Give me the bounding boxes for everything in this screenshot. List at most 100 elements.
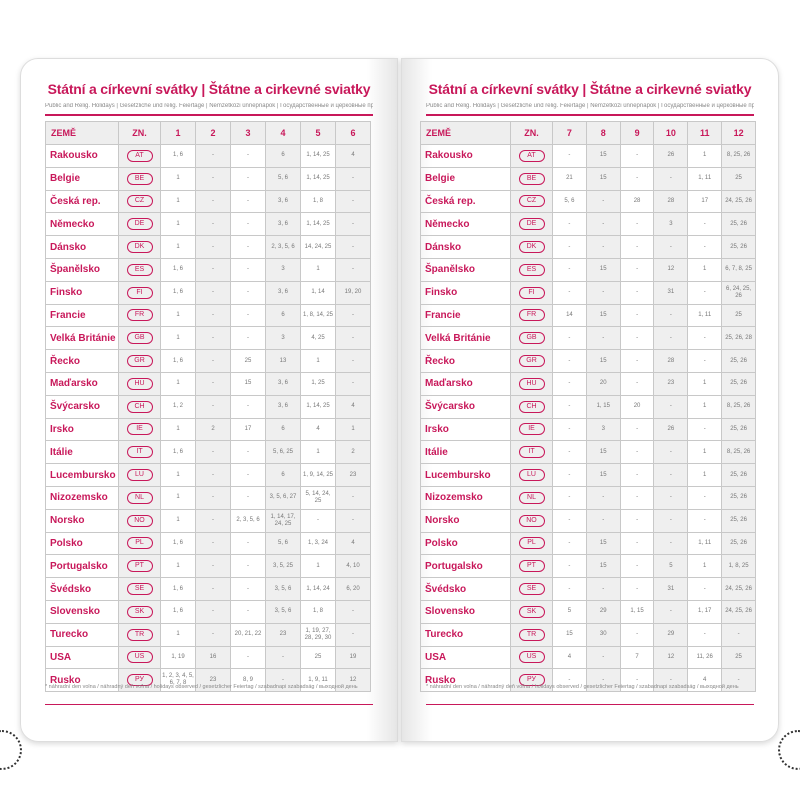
table-row: Norsko NO - - - - -25, 26	[420, 508, 756, 533]
country-name: Rusko	[45, 668, 119, 693]
table-row: Irsko IE -3-26-25, 26	[420, 417, 756, 442]
holiday-cell: -	[585, 212, 621, 237]
holiday-cell: 12	[335, 668, 371, 693]
holiday-cell: 16	[195, 645, 231, 670]
month-header: 9	[619, 121, 655, 145]
country-code-badge: РУ	[518, 674, 545, 687]
holiday-cell: 1	[687, 554, 723, 579]
holiday-cell: 1, 25	[300, 371, 336, 396]
country-code-badge: DE	[126, 218, 153, 231]
country-code-badge: РУ	[126, 674, 153, 687]
code-cell: SK	[510, 599, 553, 624]
holiday-cell: -	[230, 189, 266, 214]
table-row: Rusko РУ - - - -4-	[420, 668, 756, 693]
country-code-badge: TR	[518, 628, 545, 641]
country-code-badge: LU	[126, 469, 153, 482]
table-row: Rakousko AT 1, 6- -6 1, 14, 25 4	[45, 144, 371, 168]
holiday-cell: -	[552, 531, 587, 556]
country-name: Irsko	[45, 417, 119, 442]
code-cell: NO	[118, 508, 161, 533]
country-name: Německo	[45, 212, 119, 237]
country-name: Německo	[420, 212, 511, 237]
holiday-cell: -	[335, 349, 371, 373]
holiday-cell: -	[653, 508, 689, 533]
holiday-cell: -	[195, 622, 231, 647]
holiday-cell: 25	[721, 645, 756, 670]
code-cell: ES	[510, 257, 553, 282]
holiday-cell: -	[619, 485, 655, 510]
code-cell: HU	[510, 371, 553, 396]
holiday-cell: 6	[265, 303, 301, 328]
holiday-cell: -	[230, 599, 266, 624]
code-cell: DK	[118, 235, 161, 259]
holiday-cell: -	[230, 645, 266, 670]
holiday-cell: -	[619, 463, 655, 487]
holiday-cell: -	[619, 280, 655, 305]
holiday-cell: 19, 20	[335, 280, 371, 305]
table-row: Finsko FI 1, 6- -3, 6 1, 14 19, 20	[45, 280, 371, 305]
holiday-cell: -	[335, 257, 371, 282]
country-name: USA	[420, 645, 511, 670]
holiday-cell: 20	[585, 371, 621, 396]
code-cell: IE	[118, 417, 161, 442]
holiday-cell: 3	[265, 257, 301, 282]
right-page: Státní a církevní svátky | Štátne a cirk…	[401, 58, 779, 742]
table-row: Česká rep. CZ 1- -3, 6 1, 8-	[45, 189, 371, 214]
country-code-badge: NO	[518, 514, 545, 527]
holiday-cell: 12	[653, 257, 689, 282]
holiday-cell: 1	[160, 417, 196, 442]
holiday-cell: 25	[721, 303, 756, 328]
code-cell: TR	[510, 622, 553, 647]
country-code-badge: FI	[126, 286, 153, 299]
holiday-cell: 17	[230, 417, 266, 442]
holiday-cell: 3, 6	[265, 212, 301, 237]
country-code-badge: GR	[126, 355, 153, 368]
code-cell: BE	[510, 166, 553, 191]
country-name: USA	[45, 645, 119, 670]
holiday-cell: 1, 3, 24	[300, 531, 336, 556]
country-code-badge: HU	[126, 377, 153, 390]
code-cell: FI	[118, 280, 161, 305]
holiday-cell: -	[335, 599, 371, 624]
holiday-cell: 3	[585, 417, 621, 442]
holiday-cell: -	[230, 440, 266, 465]
holiday-cell: -	[195, 349, 231, 373]
holiday-cell: 24, 25, 26	[721, 189, 756, 214]
holiday-cell: -	[687, 326, 723, 351]
table-row: Belgie BE 1- -5, 6 1, 14, 25-	[45, 166, 371, 191]
holiday-cell: 15	[585, 554, 621, 579]
holiday-cell: 1	[160, 371, 196, 396]
holiday-cell: -	[335, 189, 371, 214]
holiday-cell: -	[195, 257, 231, 282]
holiday-cell: -	[335, 212, 371, 237]
holiday-cell: -	[552, 577, 587, 601]
code-cell: PL	[510, 531, 553, 556]
table-row: Lucembursko LU 1- -6 1, 9, 14, 25 23	[45, 463, 371, 487]
holiday-cell: -	[335, 371, 371, 396]
table-row: Maďarsko HU 1-15 3, 6 1, 25-	[45, 371, 371, 396]
holiday-cell: 24, 25, 26	[721, 599, 756, 624]
holiday-cell: 3, 5, 6	[265, 599, 301, 624]
code-cell: NO	[510, 508, 553, 533]
table-row: Nizozemsko NL 1- -3, 5, 6, 27 5, 14, 24, 25-	[45, 485, 371, 510]
country-name: Nizozemsko	[45, 485, 119, 510]
holiday-cell: -	[230, 394, 266, 419]
country-name: Švédsko	[420, 577, 511, 601]
country-name: Belgie	[45, 166, 119, 191]
holiday-cell: -	[552, 463, 587, 487]
holiday-cell: 1, 19, 27, 28, 29, 30	[300, 622, 336, 647]
holiday-cell: 1, 11	[687, 531, 723, 556]
holiday-cell: -	[619, 303, 655, 328]
divider	[45, 114, 373, 116]
table-row: Švédsko SE - - -31-24, 25, 26	[420, 577, 756, 601]
holiday-cell: -	[687, 417, 723, 442]
country-name: Itálie	[45, 440, 119, 465]
holiday-cell: 8, 25, 26	[721, 440, 756, 465]
holiday-cell: 19	[335, 645, 371, 670]
table-row: Švýcarsko CH 1, 2- -3, 6 1, 14, 25 4	[45, 394, 371, 419]
table-row: Belgie BE 21 15- -1, 11 25	[420, 166, 756, 191]
holiday-cell: 25, 26	[721, 349, 756, 373]
holiday-cell: -	[687, 622, 723, 647]
month-header: 7	[552, 121, 587, 145]
country-name: Turecko	[420, 622, 511, 647]
